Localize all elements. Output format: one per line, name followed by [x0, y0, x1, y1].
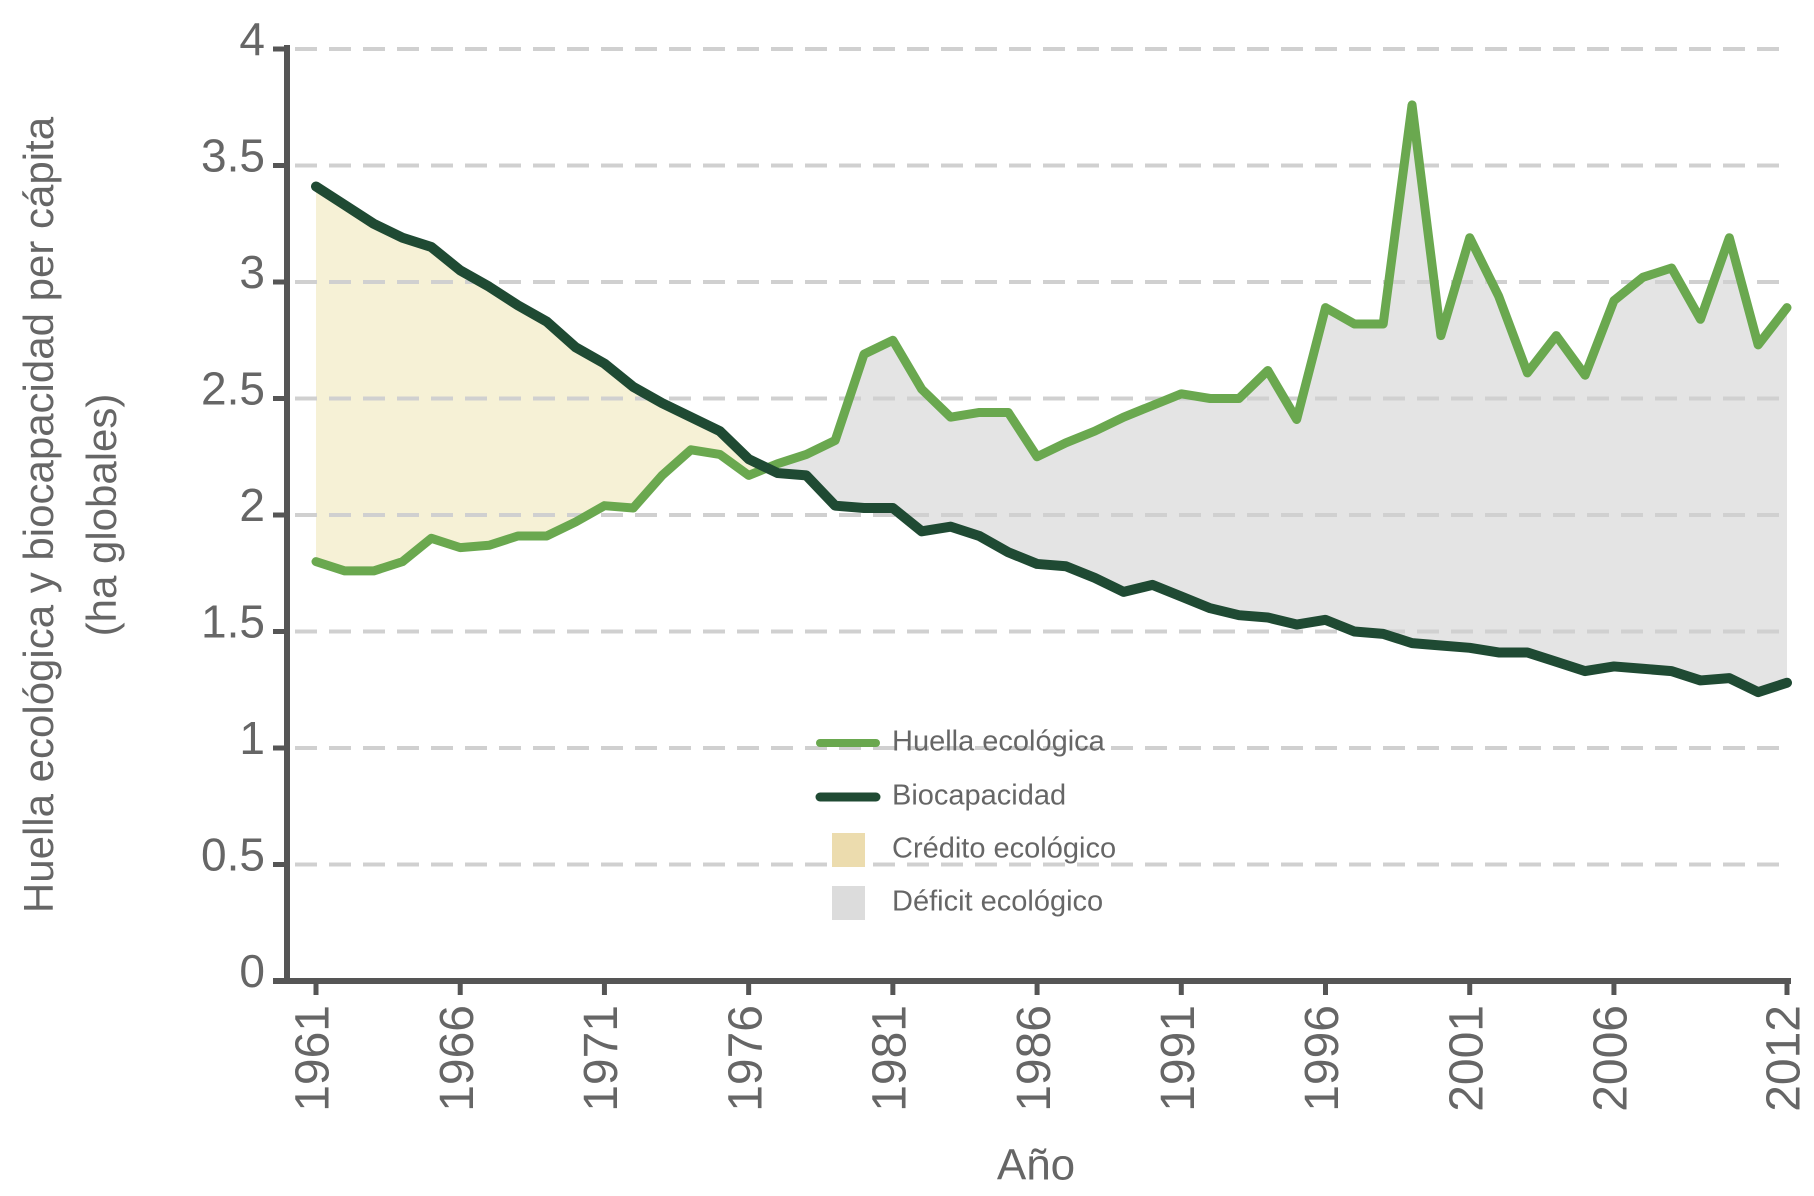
- legend-label: Déficit ecológico: [892, 886, 1103, 918]
- y-tick-label: 1.5: [201, 596, 265, 648]
- y-tick-label: 0: [239, 945, 265, 997]
- line: [311, 181, 1792, 698]
- y-axis-title: Huella ecológica y biocapacidad per cápi…: [15, 116, 62, 913]
- areas: [316, 104, 1787, 693]
- x-tick-label: 1966: [431, 1005, 484, 1112]
- y-axis-title: (ha globales): [78, 394, 125, 637]
- x-axis-title: Año: [997, 1141, 1075, 1190]
- x-tick-label: 1986: [1008, 1005, 1061, 1112]
- legend-swatch: [832, 833, 865, 867]
- y-tick-label: 1: [239, 712, 265, 764]
- y-tick-label: 3: [239, 246, 265, 298]
- y-tick-label: 0.5: [201, 829, 265, 881]
- line: [311, 100, 1792, 576]
- x-tick-label: 1971: [575, 1005, 628, 1112]
- y-tick-label: 4: [239, 13, 265, 65]
- x-tick-label: 1976: [719, 1005, 772, 1112]
- grid: [295, 47, 1791, 867]
- legend-label: Huella ecológica: [892, 726, 1106, 758]
- x-tick-label: 2006: [1585, 1005, 1638, 1112]
- x-tick-label: 2012: [1758, 1005, 1811, 1112]
- y-tick-label: 3.5: [201, 130, 265, 182]
- x-tick-label: 1991: [1152, 1005, 1205, 1112]
- y-tick-label: 2.5: [201, 363, 265, 415]
- legend-label: Biocapacidad: [892, 780, 1066, 812]
- x-tick-label: 1961: [287, 1005, 340, 1112]
- x-tick-label: 1981: [864, 1005, 917, 1112]
- x-tick-label: 1996: [1296, 1005, 1349, 1112]
- y-tick-label: 2: [239, 479, 265, 531]
- legend-swatch: [832, 886, 865, 920]
- x-tick-label: 2001: [1440, 1005, 1493, 1112]
- legend-label: Crédito ecológico: [892, 833, 1116, 865]
